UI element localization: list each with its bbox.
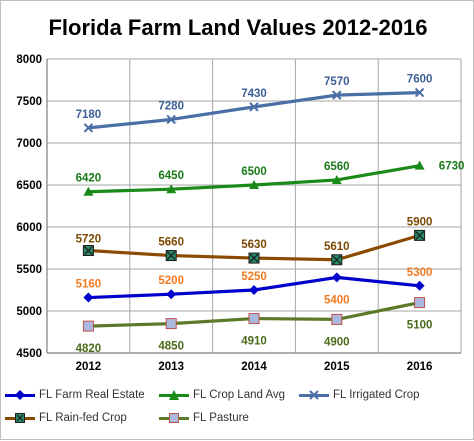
data-point-marker bbox=[82, 320, 94, 332]
legend-item-farm-real-estate: FL Farm Real Estate bbox=[5, 388, 145, 402]
data-label: 4900 bbox=[324, 336, 350, 348]
data-point-marker bbox=[414, 87, 425, 98]
data-point-marker bbox=[166, 114, 176, 125]
data-label: 5900 bbox=[407, 216, 433, 228]
legend-label: FL Rain-fed Crop bbox=[39, 412, 127, 424]
data-point-marker bbox=[166, 289, 177, 300]
chart-legend: FL Farm Real Estate FL Crop Land Avg FL … bbox=[1, 386, 474, 438]
data-point-marker-cross bbox=[415, 230, 425, 240]
data-label: 5100 bbox=[407, 320, 433, 332]
data-point-marker-cross bbox=[249, 253, 259, 263]
data-point-marker-cross bbox=[332, 255, 342, 265]
series-fl-crop-land-avg: 6420 6450 6500 6560 6730 bbox=[76, 160, 465, 196]
data-label: 4820 bbox=[76, 343, 102, 355]
data-point-marker bbox=[83, 186, 94, 196]
data-point-marker bbox=[331, 313, 343, 325]
legend-item-pasture: FL Pasture bbox=[159, 411, 249, 425]
data-point-marker bbox=[249, 180, 259, 189]
x-tick-label: 2015 bbox=[324, 361, 350, 373]
legend-item-irrigated-crop: FL Irrigated Crop bbox=[299, 388, 420, 402]
data-label: 6730 bbox=[439, 161, 465, 173]
data-label: 6560 bbox=[324, 161, 350, 173]
series-fl-farm-real-estate: 5160 5200 5250 5400 5300 bbox=[76, 267, 433, 307]
data-label: 7570 bbox=[324, 76, 350, 88]
y-tick-label: 4500 bbox=[16, 348, 42, 360]
data-point-marker bbox=[248, 313, 260, 325]
data-point-marker bbox=[166, 184, 177, 194]
legend-label: FL Farm Real Estate bbox=[39, 389, 145, 401]
data-point-marker bbox=[331, 272, 342, 283]
legend-swatch-irrigated-crop bbox=[299, 388, 329, 402]
y-tick-label: 7500 bbox=[16, 96, 42, 108]
legend-swatch-crop-land-avg bbox=[159, 388, 189, 402]
data-label: 7280 bbox=[158, 100, 184, 112]
x-tick-label: 2016 bbox=[407, 361, 433, 373]
data-label: 6500 bbox=[241, 166, 267, 178]
data-label: 6420 bbox=[76, 173, 102, 185]
legend-swatch-farm-real-estate bbox=[5, 388, 35, 402]
legend-row-1: FL Farm Real Estate FL Crop Land Avg FL … bbox=[1, 388, 474, 408]
data-point-marker bbox=[331, 174, 342, 184]
legend-label: FL Irrigated Crop bbox=[333, 389, 420, 401]
series-fl-rain-fed-crop: 5720 5660 5630 5610 5900 bbox=[76, 216, 433, 266]
y-tick-label: 8000 bbox=[16, 54, 42, 66]
data-label: 7180 bbox=[76, 109, 102, 121]
data-point-marker bbox=[83, 123, 94, 133]
data-label: 4910 bbox=[241, 336, 267, 348]
data-point-marker bbox=[249, 285, 259, 295]
legend-swatch-rain-fed-crop bbox=[5, 411, 35, 425]
data-label: 5200 bbox=[158, 275, 184, 287]
legend-label: FL Pasture bbox=[193, 412, 249, 424]
y-tick-label: 7000 bbox=[16, 138, 42, 150]
data-point-marker bbox=[249, 102, 259, 112]
data-point-marker-cross bbox=[83, 246, 93, 255]
data-label: 5300 bbox=[407, 267, 433, 279]
data-label: 7430 bbox=[241, 88, 267, 100]
x-tick-label: 2013 bbox=[158, 361, 184, 373]
data-point-marker bbox=[165, 318, 177, 330]
x-tick-label: 2014 bbox=[241, 361, 267, 373]
y-tick-label: 6500 bbox=[16, 180, 42, 192]
legend-label: FL Crop Land Avg bbox=[193, 389, 286, 401]
legend-item-rain-fed-crop: FL Rain-fed Crop bbox=[5, 411, 127, 425]
series-fl-irrigated-crop: 7180 7280 7430 7570 7600 bbox=[76, 74, 433, 133]
data-label: 5250 bbox=[241, 271, 267, 283]
legend-row-2: FL Rain-fed Crop FL Pasture bbox=[1, 411, 474, 431]
data-point-marker bbox=[83, 292, 94, 303]
data-point-marker bbox=[414, 297, 426, 309]
y-tick-label: 6000 bbox=[16, 222, 42, 234]
data-point-marker bbox=[414, 160, 425, 170]
legend-swatch-pasture bbox=[159, 411, 189, 425]
data-label: 5660 bbox=[158, 237, 184, 249]
data-label: 5630 bbox=[241, 239, 267, 251]
data-point-marker-cross bbox=[166, 251, 176, 260]
data-label: 5720 bbox=[76, 234, 102, 246]
legend-item-crop-land-avg: FL Crop Land Avg bbox=[159, 388, 285, 402]
data-label: 5160 bbox=[76, 279, 102, 291]
y-tick-label: 5000 bbox=[16, 306, 42, 318]
data-point-marker bbox=[332, 90, 342, 100]
chart-title: Florida Farm Land Values 2012-2016 bbox=[48, 15, 428, 40]
data-label: 7600 bbox=[407, 74, 433, 86]
data-label: 6450 bbox=[158, 170, 184, 182]
data-label: 5400 bbox=[324, 294, 350, 306]
data-point-marker bbox=[414, 280, 425, 291]
data-label: 4850 bbox=[158, 341, 184, 353]
data-label: 5610 bbox=[324, 241, 350, 253]
series-fl-pasture: 4820 4850 4910 4900 5100 bbox=[76, 297, 433, 355]
x-tick-label: 2012 bbox=[76, 361, 102, 373]
y-tick-label: 5500 bbox=[16, 264, 42, 276]
